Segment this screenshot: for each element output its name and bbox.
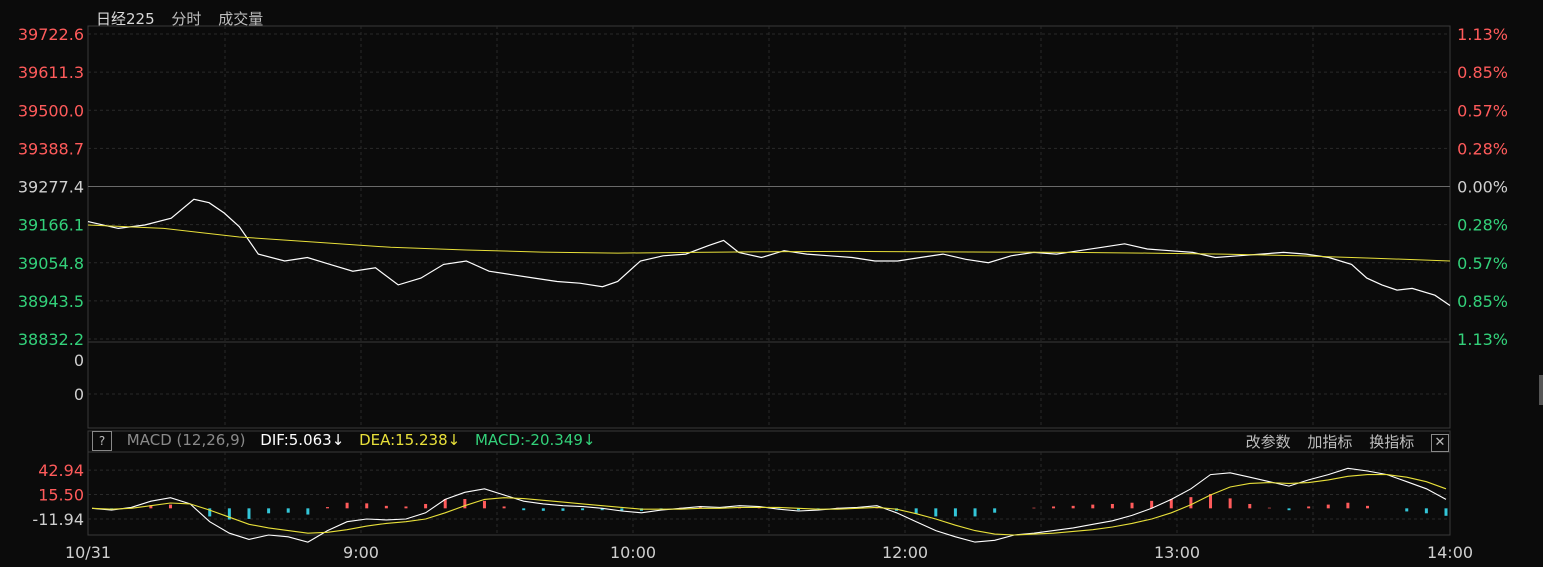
price-tick-label: 39611.3 [18,63,84,82]
macd-indicator-label: MACD (12,26,9) [126,431,246,449]
pct-tick-label: 0.85% [1457,292,1508,311]
add-indicator-button[interactable]: 加指标 [1307,433,1353,451]
volume-tick-label: 0 [74,351,84,370]
price-tick-label: 39054.8 [18,254,84,273]
pct-tick-label: 0.57% [1457,254,1508,273]
x-tick-label: 10/31 [65,543,111,562]
macd-tick-label: 15.50 [38,486,84,505]
macd-panel-frame [87,430,1451,536]
tab-volume[interactable]: 成交量 [218,10,264,28]
macd-actions: 改参数 加指标 换指标 ✕ [1234,431,1449,452]
x-tick-label: 13:00 [1154,543,1200,562]
dea-line [91,474,1447,536]
help-icon[interactable]: ? [92,431,112,451]
pct-tick-label: 0.28% [1457,216,1508,235]
pct-tick-label: 1.13% [1457,330,1508,349]
pct-tick-label: 0.85% [1457,63,1508,82]
macd-tick-label: -11.94 [32,510,84,529]
price-tick-label: 39722.6 [18,25,84,44]
scrollbar[interactable] [1539,375,1543,405]
chart-header: 日经225 分时 成交量 [96,8,275,29]
price-tick-label: 38832.2 [18,330,84,349]
x-tick-label: 10:00 [610,543,656,562]
dea-label: DEA:15.238↓ [359,431,461,449]
close-icon[interactable]: ✕ [1431,433,1449,452]
price-tick-label: 39388.7 [18,139,84,158]
tab-time-sharing[interactable]: 分时 [171,10,202,28]
pct-tick-label: 1.13% [1457,25,1508,44]
index-title: 日经225 [96,10,155,28]
x-tick-label: 9:00 [343,543,379,562]
edit-params-button[interactable]: 改参数 [1245,433,1291,451]
price-line [87,198,1451,306]
volume-tick-label: 0 [74,385,84,404]
average-line [87,224,1451,262]
pct-tick-label: 0.57% [1457,101,1508,120]
price-tick-label: 39500.0 [18,101,84,120]
macd-tick-label: 42.94 [38,461,84,480]
change-indicator-button[interactable]: 换指标 [1369,433,1415,451]
dif-label: DIF:5.063↓ [260,431,345,449]
pct-tick-label: 0.28% [1457,139,1508,158]
x-tick-label: 12:00 [882,543,928,562]
price-tick-label: 39277.4 [18,178,84,197]
pct-tick-label: 0.00% [1457,178,1508,197]
price-tick-label: 38943.5 [18,292,84,311]
macd-toolbar: ? MACD (12,26,9) DIF:5.063↓ DEA:15.238↓ … [92,431,605,453]
x-tick-label: 14:00 [1427,543,1473,562]
macd-label: MACD:-20.349↓ [474,431,596,449]
price-tick-label: 39166.1 [18,216,84,235]
